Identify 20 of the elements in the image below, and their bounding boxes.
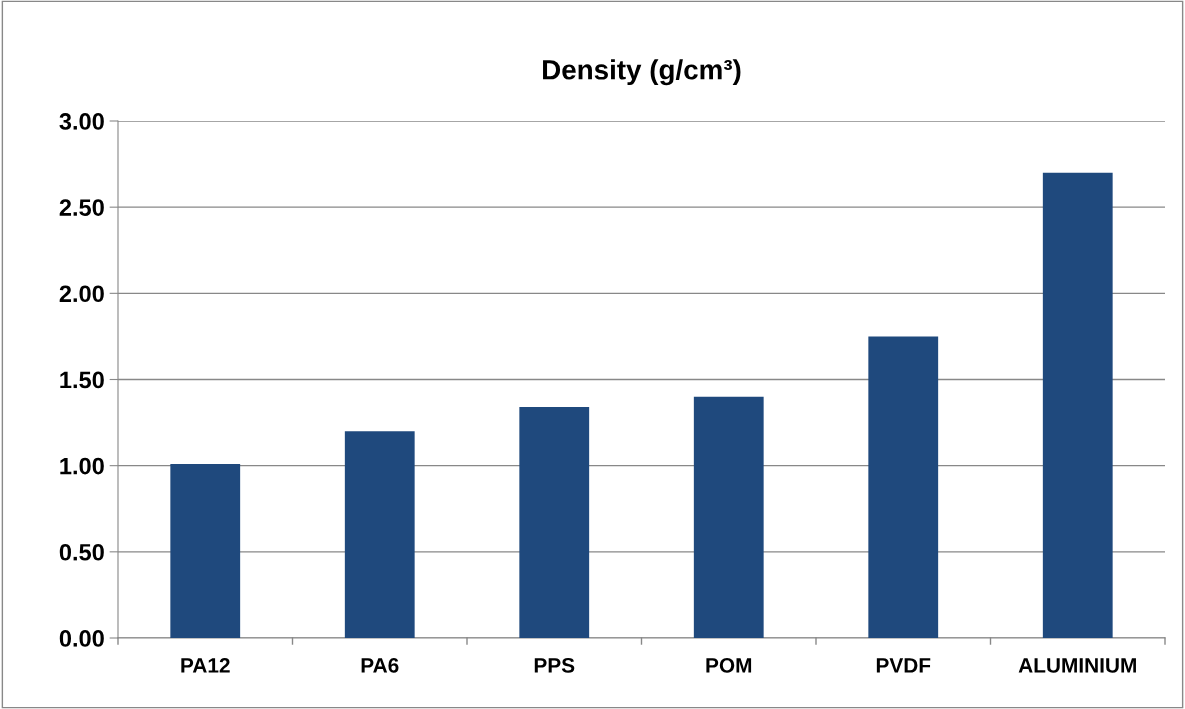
y-tick-label: 0.00 <box>59 630 104 647</box>
x-tick-label: ALUMINIUM <box>1018 658 1136 673</box>
bar <box>868 336 939 638</box>
chart-title: Density (g/cm³) <box>543 59 741 86</box>
bar <box>170 463 241 638</box>
x-tick-label: POM <box>706 657 752 673</box>
bar <box>1042 172 1113 638</box>
bar <box>519 407 590 638</box>
bar <box>693 396 764 638</box>
y-tick-label: 2.00 <box>59 285 104 303</box>
y-tick-label: 2.50 <box>59 199 104 216</box>
x-tick-label: PPS <box>534 657 575 673</box>
x-tick-label: PA12 <box>181 657 230 673</box>
y-tick-label: 1.00 <box>60 457 104 475</box>
y-tick-label: 3.00 <box>59 113 104 130</box>
bar <box>344 431 415 638</box>
x-tick-label: PA6 <box>361 657 399 673</box>
y-tick-label: 1.50 <box>60 371 104 389</box>
y-tick-label: 0.50 <box>59 543 104 561</box>
x-tick-label: PVDF <box>876 658 931 673</box>
